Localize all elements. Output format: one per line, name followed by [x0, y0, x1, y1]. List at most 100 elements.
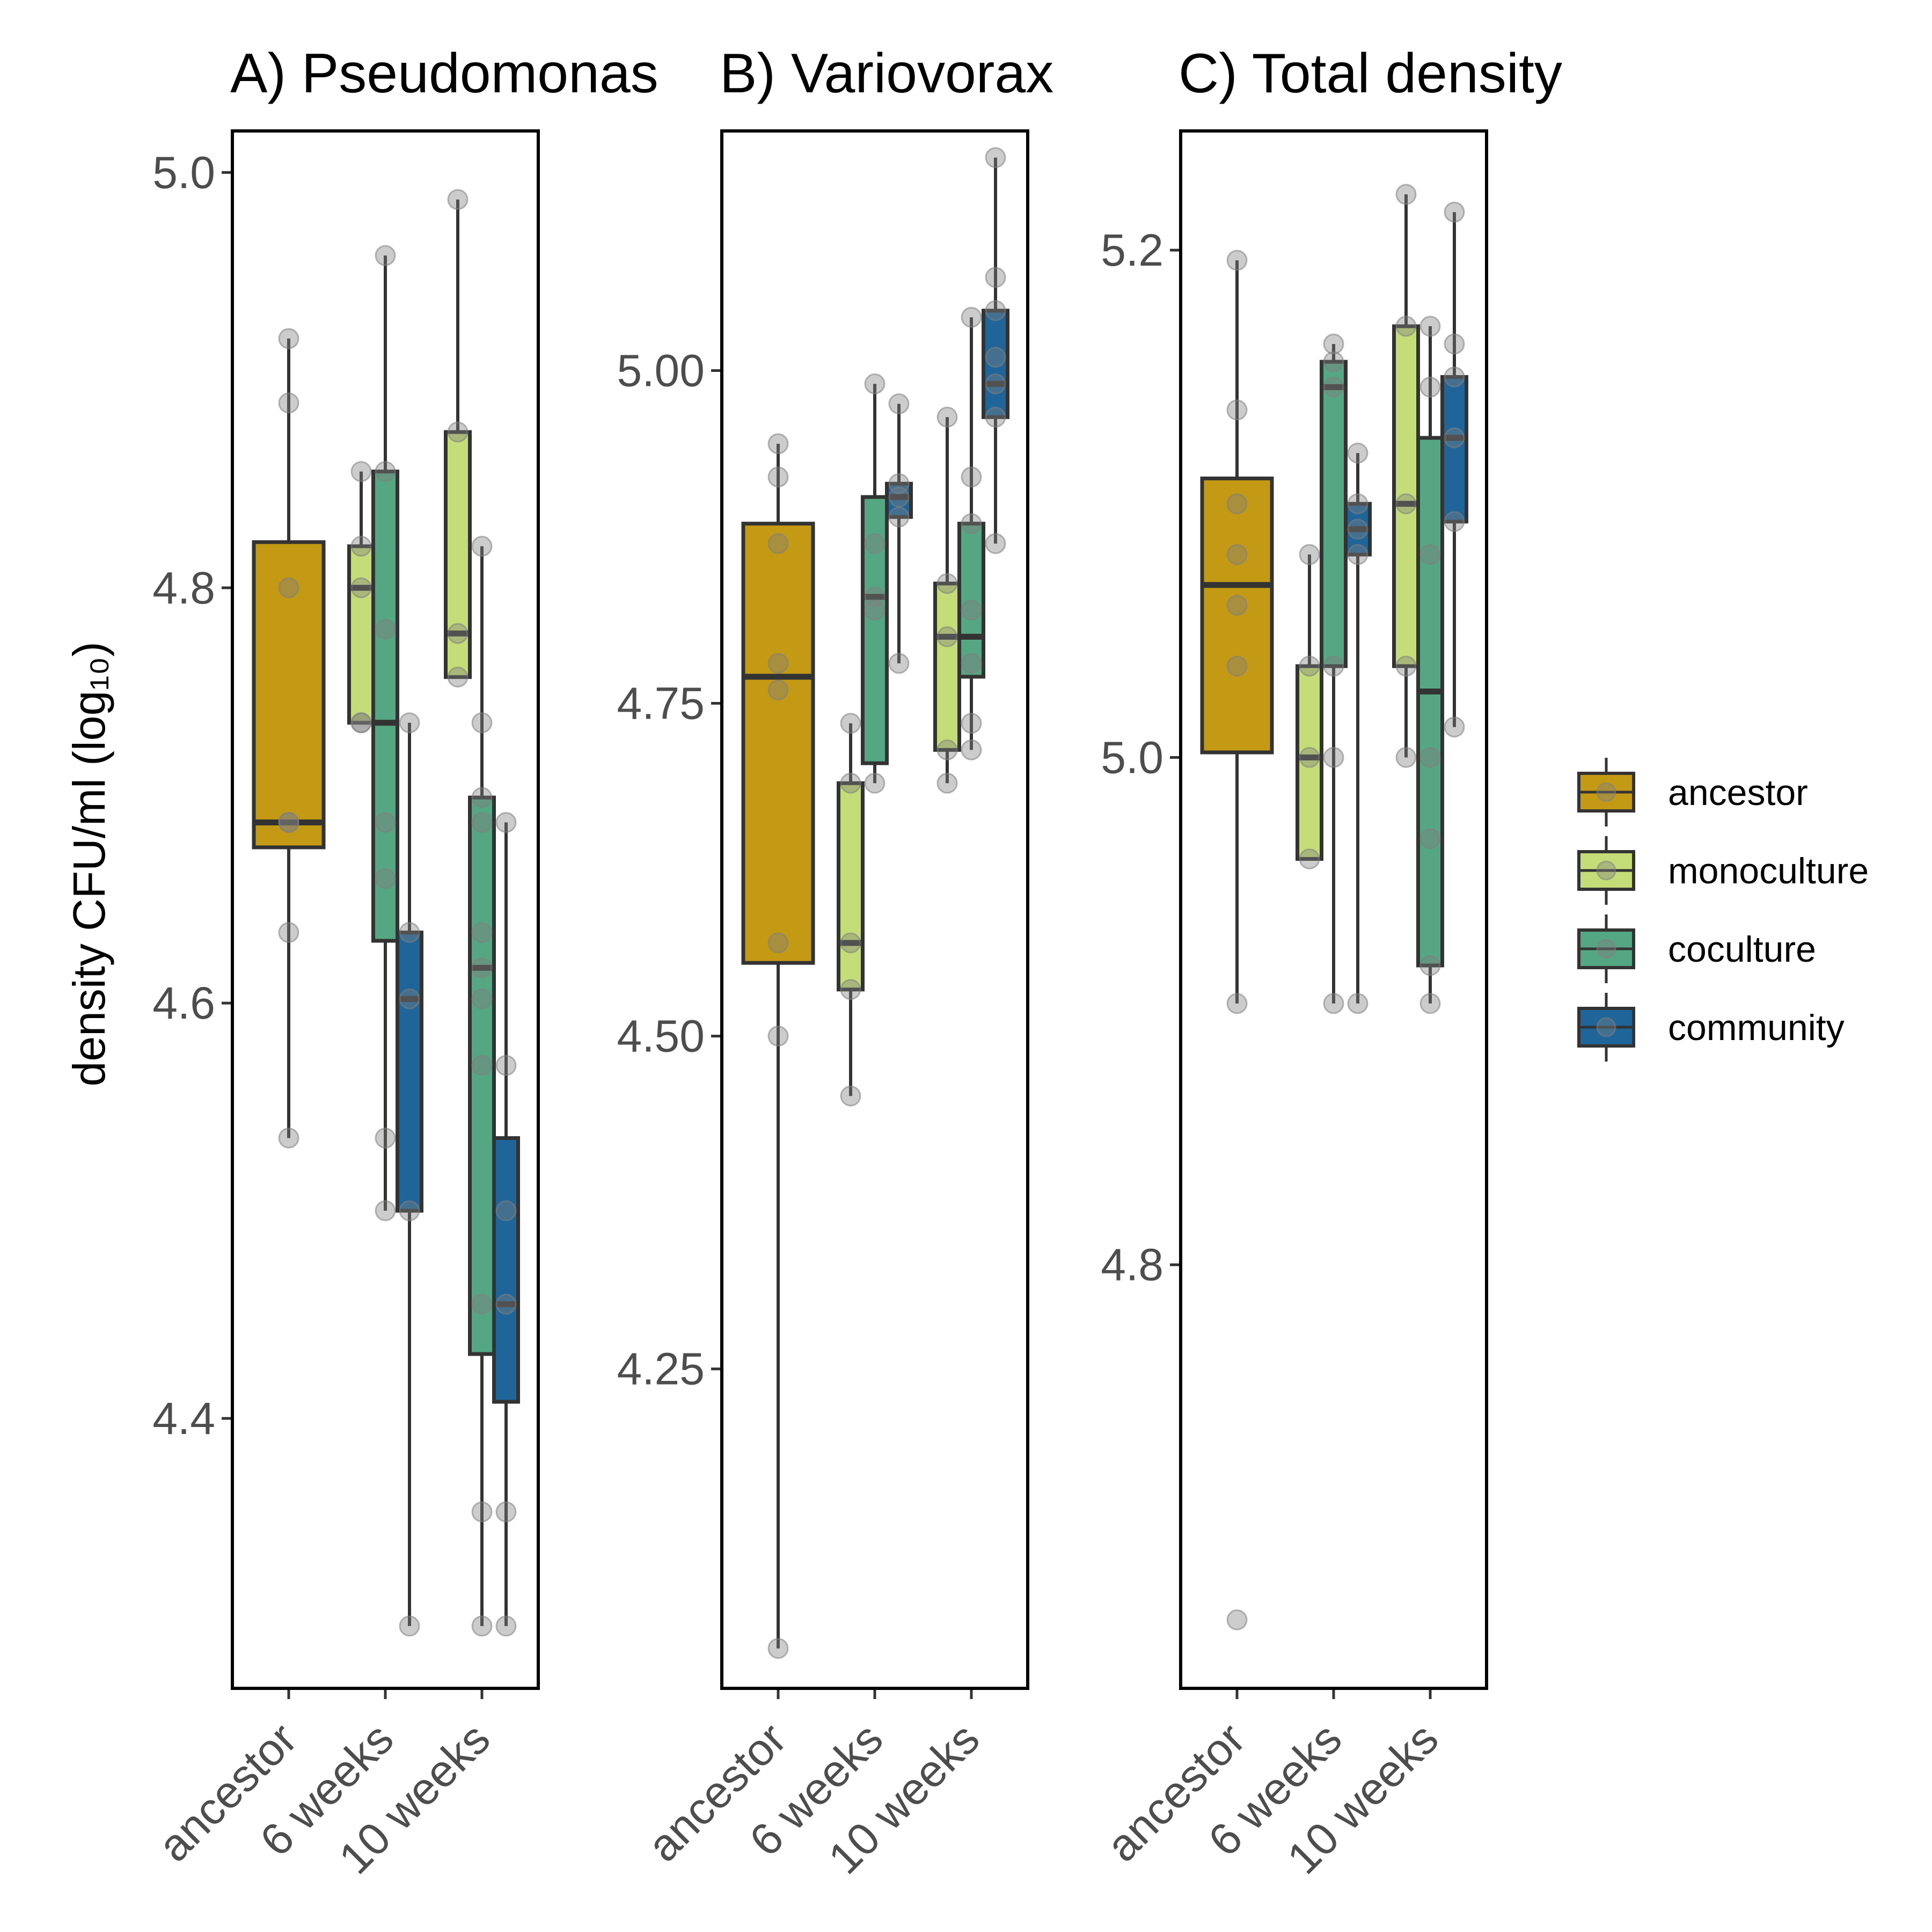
- data-point: [864, 373, 885, 394]
- data-point: [447, 189, 469, 210]
- data-point: [840, 713, 861, 734]
- data-point: [888, 393, 910, 414]
- box-ancestor: [741, 433, 815, 1659]
- data-point: [375, 868, 396, 889]
- data-point: [1226, 544, 1248, 565]
- data-point: [1347, 493, 1368, 515]
- data-point: [471, 922, 493, 943]
- panel-title: A) Pseudomonas: [230, 42, 658, 105]
- box-body: [492, 1136, 520, 1404]
- data-point: [985, 406, 1006, 428]
- y-tick-label: 4.25: [617, 1344, 705, 1394]
- data-point: [936, 406, 958, 428]
- data-point: [1226, 595, 1248, 616]
- data-point: [375, 245, 396, 266]
- data-point: [447, 667, 469, 688]
- data-point: [350, 461, 372, 482]
- legend-key-point: [1596, 1017, 1616, 1037]
- data-point: [840, 772, 861, 794]
- box-coculture: [1320, 333, 1348, 1014]
- data-point: [399, 1200, 420, 1221]
- data-point: [1299, 655, 1320, 677]
- data-point: [961, 713, 982, 734]
- data-point: [1395, 655, 1417, 677]
- data-point: [1444, 333, 1465, 355]
- y-axis-label: density CFU/ml (log₁₀): [64, 642, 114, 1087]
- legend-key-point: [1596, 939, 1616, 959]
- data-point: [471, 1501, 493, 1523]
- data-point: [961, 653, 982, 674]
- data-point: [399, 922, 420, 943]
- data-point: [375, 811, 396, 833]
- legend-key-point: [1596, 782, 1616, 802]
- box-ancestor: [252, 328, 326, 1149]
- data-point: [278, 811, 299, 833]
- data-point: [1419, 316, 1441, 337]
- box-body: [1440, 375, 1468, 524]
- data-point: [471, 988, 493, 1009]
- panel-title: B) Variovorax: [720, 42, 1053, 105]
- box-body: [933, 581, 961, 752]
- data-point: [767, 679, 789, 701]
- box-body: [371, 470, 399, 943]
- box-monoculture: [1296, 544, 1323, 869]
- data-point: [767, 653, 789, 674]
- data-point: [495, 1055, 517, 1076]
- data-point: [1419, 993, 1441, 1014]
- legend-item-monoculture: monoculture: [1577, 836, 1869, 905]
- data-point: [278, 328, 299, 349]
- box-coculture: [371, 245, 399, 1221]
- data-point: [1226, 993, 1248, 1014]
- data-point: [936, 772, 958, 794]
- y-tick-label: 5.0: [152, 147, 215, 197]
- box-body: [252, 540, 326, 850]
- data-point: [375, 619, 396, 640]
- data-point: [985, 347, 1006, 368]
- box-coculture: [957, 306, 985, 760]
- legend-key-point: [1596, 860, 1616, 881]
- data-point: [936, 573, 958, 594]
- legend: ancestor monoculture coculture community: [1577, 758, 1869, 1062]
- data-point: [375, 1128, 396, 1149]
- data-point: [985, 267, 1006, 288]
- data-point: [961, 306, 982, 328]
- data-point: [936, 739, 958, 760]
- y-tick-label: 4.8: [1101, 1240, 1163, 1290]
- legend-item-community: community: [1577, 993, 1845, 1062]
- y-tick-label: 4.75: [617, 678, 705, 729]
- y-tick-label: 5.0: [1101, 732, 1163, 782]
- y-tick-label: 4.8: [152, 562, 215, 613]
- data-point: [985, 373, 1006, 394]
- data-point: [1444, 511, 1465, 532]
- data-point: [767, 466, 789, 488]
- data-point: [767, 1638, 789, 1659]
- data-point: [1444, 716, 1465, 738]
- data-point: [495, 1501, 517, 1523]
- legend-item-coculture: coculture: [1577, 914, 1816, 983]
- data-point: [1395, 184, 1417, 205]
- data-point: [1395, 747, 1417, 768]
- data-point: [1323, 333, 1344, 355]
- y-tick-label: 5.2: [1101, 225, 1163, 275]
- data-point: [1444, 201, 1465, 223]
- y-tick-label: 5.00: [617, 345, 705, 396]
- data-point: [1347, 544, 1368, 565]
- data-point: [1323, 655, 1344, 677]
- data-point: [840, 1085, 861, 1107]
- data-point: [350, 712, 372, 734]
- data-point: [961, 599, 982, 621]
- data-point: [1226, 493, 1248, 515]
- box-monoculture: [444, 189, 472, 688]
- data-point: [888, 506, 910, 528]
- box-body: [861, 495, 889, 765]
- data-point: [495, 811, 517, 833]
- data-point: [1444, 366, 1465, 387]
- data-point: [447, 623, 469, 644]
- data-point: [1395, 493, 1417, 515]
- data-point: [1347, 993, 1368, 1014]
- data-point: [864, 599, 885, 621]
